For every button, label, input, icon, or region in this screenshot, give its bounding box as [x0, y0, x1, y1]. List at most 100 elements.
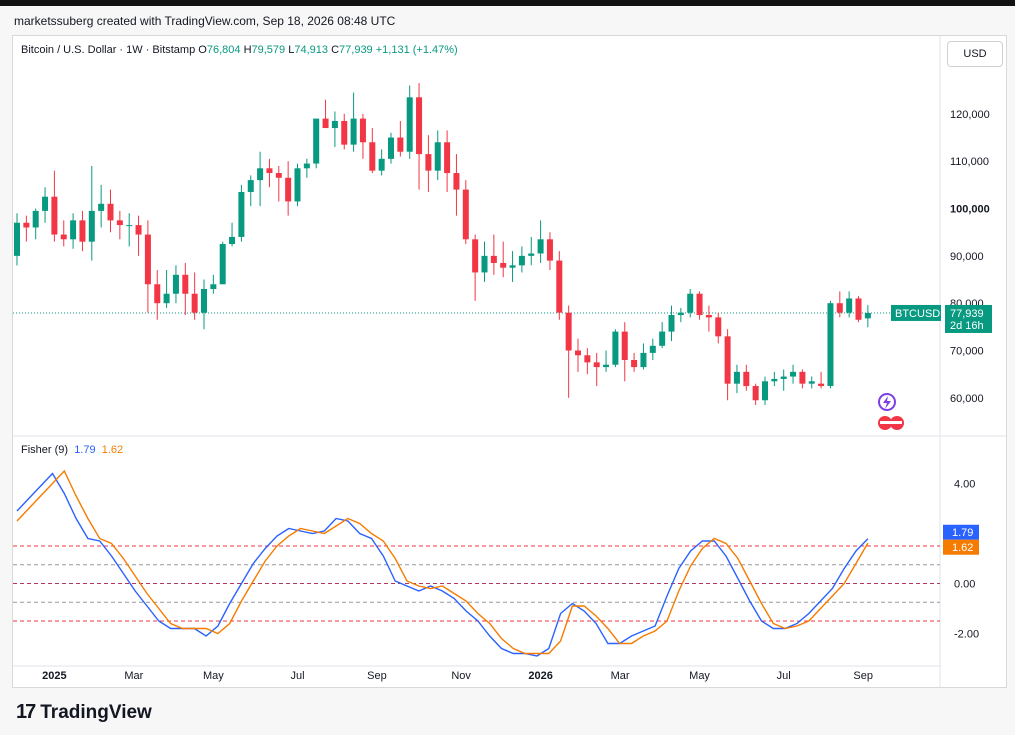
- candle: [229, 222, 236, 247]
- currency-button[interactable]: USD: [947, 41, 1003, 67]
- time-tick-label: Mar: [124, 670, 143, 682]
- candle: [836, 291, 843, 318]
- candle: [79, 210, 86, 252]
- candle: [631, 352, 638, 372]
- candle: [135, 215, 142, 256]
- candle-body: [182, 274, 189, 294]
- candle: [818, 371, 825, 389]
- candle-body: [696, 293, 703, 316]
- candle: [275, 165, 282, 202]
- legend-open-label: O: [198, 44, 207, 56]
- trigger-line: [16, 469, 869, 655]
- candle: [313, 118, 320, 169]
- candle-body: [238, 191, 245, 237]
- fisher-value-tag-text: 1.79: [952, 527, 973, 539]
- candle: [210, 274, 217, 294]
- candle-body: [266, 168, 273, 174]
- candle-body: [490, 255, 497, 263]
- legend-low-value: 74,913: [294, 44, 329, 56]
- candle: [416, 83, 423, 190]
- candle: [144, 220, 151, 313]
- candle: [98, 184, 105, 228]
- candle-body: [771, 378, 778, 382]
- candle-body: [210, 284, 217, 289]
- legend-close-value: 77,939: [339, 44, 373, 56]
- candle: [107, 189, 114, 233]
- time-tick-label: Sep: [367, 670, 387, 682]
- candle-body: [42, 196, 49, 211]
- candle-body: [836, 303, 843, 313]
- candle: [752, 383, 759, 405]
- tradingview-logo[interactable]: 17 TradingView: [16, 701, 152, 724]
- candle: [855, 296, 862, 323]
- candle-body: [416, 97, 423, 155]
- candle-body: [724, 336, 731, 384]
- candle: [593, 352, 600, 387]
- candle-body: [322, 118, 329, 129]
- candle-body: [257, 168, 264, 181]
- candle-body: [808, 381, 815, 384]
- candle: [733, 364, 740, 394]
- candle-body: [79, 220, 86, 242]
- time-tick-label: May: [203, 670, 224, 682]
- candle: [23, 215, 30, 242]
- price-tick-label: 60,000: [950, 393, 984, 405]
- price-tick-label: 110,000: [950, 156, 989, 168]
- candle-body: [219, 244, 226, 285]
- candle: [668, 305, 675, 342]
- candle: [546, 232, 553, 271]
- candle: [575, 338, 581, 372]
- candle: [677, 307, 684, 323]
- fisher-title: Fisher (9): [21, 444, 69, 456]
- candle-body: [621, 331, 628, 360]
- chart-panel[interactable]: 60,000 70,000 80,000 90,000 100,000 110,000 12…: [12, 35, 1007, 688]
- fisher-tick-label: 0.00: [954, 579, 975, 591]
- candle: [397, 120, 404, 157]
- candle: [369, 128, 376, 174]
- candle-body: [818, 383, 825, 387]
- candle-body: [350, 118, 357, 145]
- chart-canvas[interactable]: 60,00070,00080,00090,000100,000110,00012…: [13, 36, 1006, 687]
- candle: [705, 305, 712, 332]
- candle: [500, 241, 507, 278]
- candle-body: [201, 289, 207, 313]
- candle-body: [855, 298, 862, 320]
- candle-body: [331, 120, 338, 129]
- candle: [191, 272, 198, 320]
- candle: [462, 180, 469, 245]
- candle-body: [359, 118, 366, 143]
- candle-body: [790, 371, 797, 377]
- candle: [565, 305, 572, 398]
- candle: [687, 289, 694, 318]
- candle-body: [313, 118, 320, 164]
- candle: [126, 213, 133, 247]
- candle-body: [144, 234, 151, 285]
- lightning-bolt-icon: [883, 396, 891, 409]
- candle-body: [846, 298, 853, 313]
- candle: [827, 300, 834, 389]
- legend-change: +1,131 (+1.47%): [375, 44, 458, 56]
- candle-body: [462, 189, 469, 240]
- trigger-value-tag: [943, 539, 979, 555]
- candle-body: [60, 234, 67, 240]
- trigger-value-tag-text: 1.62: [952, 542, 973, 554]
- candle-body: [715, 317, 722, 337]
- candle-body: [528, 253, 535, 256]
- fisher-tick-label: -2.00: [954, 629, 979, 641]
- candle: [434, 130, 441, 181]
- candle: [490, 234, 497, 275]
- fisher-value: 1.79: [74, 444, 96, 456]
- candle-body: [659, 331, 666, 346]
- candle-body: [780, 376, 787, 379]
- candle-body: [640, 352, 647, 368]
- candle-body: [14, 222, 20, 256]
- candle: [556, 251, 563, 320]
- candle-body: [500, 262, 507, 268]
- candle: [14, 213, 20, 266]
- candle-body: [762, 381, 768, 401]
- fisher-line: [16, 472, 869, 657]
- candle-body: [556, 260, 563, 313]
- candle: [584, 348, 591, 375]
- candle: [154, 270, 161, 320]
